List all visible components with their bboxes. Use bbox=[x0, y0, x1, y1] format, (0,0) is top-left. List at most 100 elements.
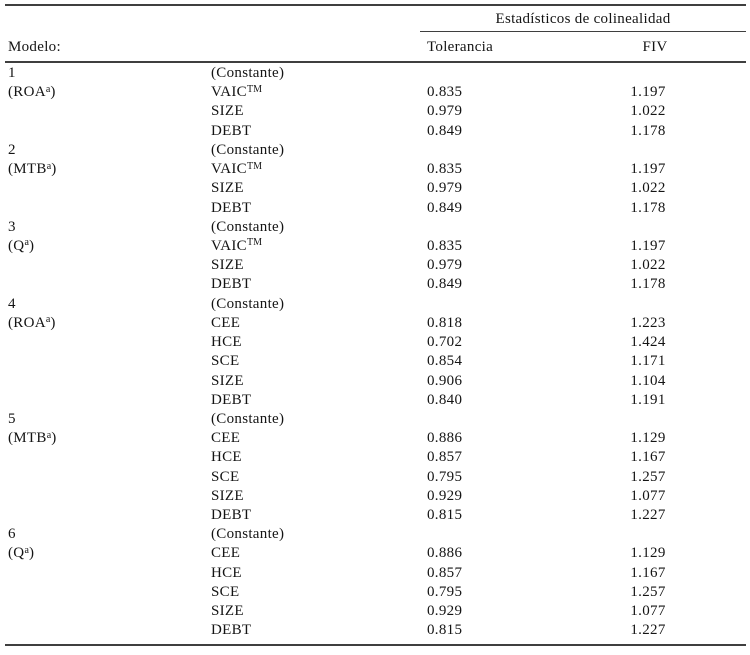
variable-cell: VAICTM bbox=[211, 160, 263, 178]
fiv-cell bbox=[550, 64, 746, 83]
table-row: SIZE 0.979 1.022 bbox=[5, 102, 746, 121]
table-row: DEBT 0.840 1.191 bbox=[5, 391, 746, 410]
fiv-cell: 1.171 bbox=[630, 353, 666, 370]
tolerancia-cell: 0.857 bbox=[427, 449, 463, 466]
table-row: (MTBa) CEE 0.886 1.129 bbox=[5, 429, 746, 448]
fiv-cell: 1.167 bbox=[630, 449, 666, 466]
tolerancia-cell: 0.840 bbox=[427, 391, 463, 408]
model-cell bbox=[5, 602, 211, 621]
variable-cell: DEBT bbox=[211, 276, 252, 293]
tolerancia-cell bbox=[420, 141, 550, 160]
variable-cell: (Constante) bbox=[211, 410, 285, 427]
table-row: DEBT 0.849 1.178 bbox=[5, 275, 746, 294]
fiv-cell: 1.178 bbox=[630, 122, 666, 139]
table-row: SIZE 0.929 1.077 bbox=[5, 487, 746, 506]
tolerancia-cell: 0.979 bbox=[427, 103, 463, 120]
variable-cell: SIZE bbox=[211, 103, 244, 120]
table-row: HCE 0.702 1.424 bbox=[5, 333, 746, 352]
variable-cell: VAICTM bbox=[211, 83, 263, 101]
model-cell: (Qa) bbox=[8, 237, 35, 254]
column-group-header: Estadísticos de colinealidad bbox=[420, 6, 746, 32]
model-cell bbox=[5, 487, 211, 506]
table-row: SIZE 0.979 1.022 bbox=[5, 256, 746, 275]
tolerancia-cell: 0.849 bbox=[427, 122, 463, 139]
tolerancia-cell: 0.702 bbox=[427, 334, 463, 351]
model-cell bbox=[5, 468, 211, 487]
table-row: SCE 0.795 1.257 bbox=[5, 468, 746, 487]
tolerancia-column-header: Tolerancia bbox=[427, 39, 494, 55]
model-cell bbox=[5, 583, 211, 602]
model-cell bbox=[5, 391, 211, 410]
tolerancia-cell: 0.979 bbox=[427, 180, 463, 197]
table-row: 2 (Constante) bbox=[5, 141, 746, 160]
model-column-header: Modelo: bbox=[8, 39, 61, 55]
variable-cell: DEBT bbox=[211, 507, 252, 524]
variable-cell: SIZE bbox=[211, 257, 244, 274]
variable-cell: (Constante) bbox=[211, 141, 285, 158]
fiv-cell: 1.129 bbox=[630, 545, 666, 562]
variable-cell: SIZE bbox=[211, 372, 244, 389]
variable-cell: DEBT bbox=[211, 391, 252, 408]
table-row: 1 (Constante) bbox=[5, 64, 746, 83]
model-cell bbox=[5, 564, 211, 583]
model-cell: (MTBa) bbox=[8, 160, 57, 178]
fiv-cell: 1.077 bbox=[630, 487, 666, 504]
model-cell bbox=[5, 352, 211, 371]
model-cell: (MTBa) bbox=[8, 429, 57, 447]
tolerancia-cell: 0.854 bbox=[427, 353, 463, 370]
model-cell bbox=[5, 448, 211, 467]
variable-cell: (Constante) bbox=[211, 218, 285, 235]
table-row: SIZE 0.979 1.022 bbox=[5, 179, 746, 198]
tolerancia-cell: 0.906 bbox=[427, 372, 463, 389]
fiv-cell: 1.227 bbox=[630, 507, 666, 524]
fiv-cell: 1.197 bbox=[630, 84, 666, 101]
table-row: 6 (Constante) bbox=[5, 525, 746, 544]
variable-cell: HCE bbox=[211, 449, 242, 466]
model-cell: (ROAa) bbox=[8, 83, 56, 101]
model-cell bbox=[5, 122, 211, 141]
fiv-cell: 1.022 bbox=[630, 257, 666, 274]
variable-cell: SCE bbox=[211, 353, 240, 370]
tolerancia-cell: 0.815 bbox=[427, 507, 463, 524]
tolerancia-cell: 0.795 bbox=[427, 468, 463, 485]
fiv-cell bbox=[550, 218, 746, 237]
table-top-rule bbox=[5, 4, 746, 6]
tolerancia-cell: 0.835 bbox=[427, 237, 463, 254]
table-row: (ROAa) CEE 0.818 1.223 bbox=[5, 314, 746, 333]
fiv-cell bbox=[550, 410, 746, 429]
variable-cell: SIZE bbox=[211, 603, 244, 620]
fiv-cell bbox=[550, 141, 746, 160]
model-cell bbox=[5, 275, 211, 294]
tolerancia-cell: 0.795 bbox=[427, 583, 463, 600]
variable-cell: (Constante) bbox=[211, 65, 285, 81]
variable-column-header bbox=[211, 36, 420, 58]
fiv-cell: 1.022 bbox=[630, 103, 666, 120]
table-row: DEBT 0.815 1.227 bbox=[5, 506, 746, 525]
tolerancia-cell: 0.849 bbox=[427, 199, 463, 216]
table-row: HCE 0.857 1.167 bbox=[5, 448, 746, 467]
variable-cell: DEBT bbox=[211, 199, 252, 216]
variable-cell: VAICTM bbox=[211, 237, 263, 254]
table-row: SCE 0.854 1.171 bbox=[5, 352, 746, 371]
table-bottom-rule bbox=[5, 644, 746, 646]
model-cell: 1 bbox=[8, 65, 16, 81]
variable-cell: SCE bbox=[211, 583, 240, 600]
variable-cell: CEE bbox=[211, 430, 241, 447]
model-cell bbox=[5, 506, 211, 525]
model-cell: 2 bbox=[8, 141, 16, 158]
variable-cell: HCE bbox=[211, 334, 242, 351]
model-cell: 5 bbox=[8, 410, 16, 427]
table-row: 5 (Constante) bbox=[5, 410, 746, 429]
tolerancia-cell: 0.835 bbox=[427, 84, 463, 101]
tolerancia-cell: 0.979 bbox=[427, 257, 463, 274]
tolerancia-cell: 0.835 bbox=[427, 161, 463, 178]
fiv-cell: 1.178 bbox=[630, 199, 666, 216]
variable-cell: DEBT bbox=[211, 622, 252, 639]
fiv-cell: 1.257 bbox=[630, 468, 666, 485]
variable-cell: SCE bbox=[211, 468, 240, 485]
table-body: 1 (Constante) (ROAa) VAICTM 0.835 1.197 … bbox=[5, 64, 746, 641]
tolerancia-cell bbox=[420, 525, 550, 544]
table-row: (Qa) CEE 0.886 1.129 bbox=[5, 544, 746, 563]
model-cell bbox=[5, 256, 211, 275]
